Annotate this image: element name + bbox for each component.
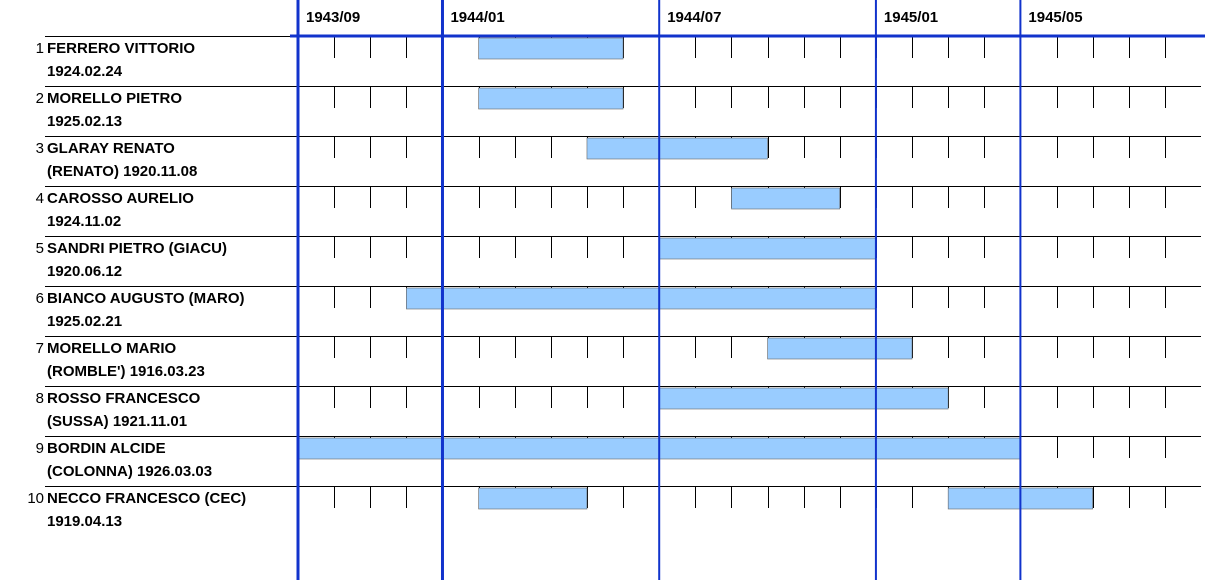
- row-number: 6: [36, 290, 44, 307]
- row-number: 9: [36, 440, 44, 457]
- row-number: 5: [36, 240, 44, 257]
- person-name: MORELLO MARIO: [47, 340, 176, 357]
- person-detail: (RENATO) 1920.11.08: [47, 163, 197, 180]
- row-number: 2: [36, 90, 44, 107]
- period-bar: [586, 137, 768, 160]
- person-name: MORELLO PIETRO: [47, 90, 182, 107]
- period-bar: [478, 37, 624, 60]
- person-name: BIANCO AUGUSTO (MARO): [47, 290, 245, 307]
- person-detail: 1920.06.12: [47, 263, 122, 280]
- person-name: GLARAY RENATO: [47, 140, 175, 157]
- x-tick-label: 1945/05: [1028, 9, 1082, 26]
- row-number: 3: [36, 140, 44, 157]
- person-detail: 1924.11.02: [47, 213, 121, 230]
- row-number: 4: [36, 190, 44, 207]
- x-tick-label: 1944/01: [450, 9, 504, 26]
- row-number: 8: [36, 390, 44, 407]
- person-detail: 1919.04.13: [47, 513, 122, 530]
- person-detail: 1925.02.21: [47, 313, 122, 330]
- person-name: SANDRI PIETRO (GIACU): [47, 240, 227, 257]
- person-detail: (COLONNA) 1926.03.03: [47, 463, 212, 480]
- x-tick-label: 1943/09: [306, 9, 360, 26]
- period-bar: [731, 187, 841, 210]
- person-detail: (SUSSA) 1921.11.01: [47, 413, 187, 430]
- person-name: ROSSO FRANCESCO: [47, 390, 201, 407]
- person-detail: 1925.02.13: [47, 113, 122, 130]
- period-bar: [406, 287, 877, 310]
- person-name: NECCO FRANCESCO (CEC): [47, 490, 246, 507]
- row-number: 10: [27, 490, 44, 507]
- person-detail: 1924.02.24: [47, 63, 123, 80]
- period-bar: [478, 87, 624, 110]
- period-bar: [478, 487, 588, 510]
- period-bar: [767, 337, 913, 360]
- person-detail: (ROMBLE') 1916.03.23: [47, 363, 205, 380]
- person-name: CAROSSO AURELIO: [47, 190, 194, 207]
- period-bar: [658, 387, 949, 410]
- person-name: FERRERO VITTORIO: [47, 40, 195, 57]
- row-number: 7: [36, 340, 44, 357]
- person-name: BORDIN ALCIDE: [47, 440, 166, 457]
- period-bar: [658, 237, 877, 260]
- x-tick-label: 1945/01: [884, 9, 938, 26]
- row-number: 1: [36, 40, 44, 57]
- x-tick-label: 1944/07: [667, 9, 721, 26]
